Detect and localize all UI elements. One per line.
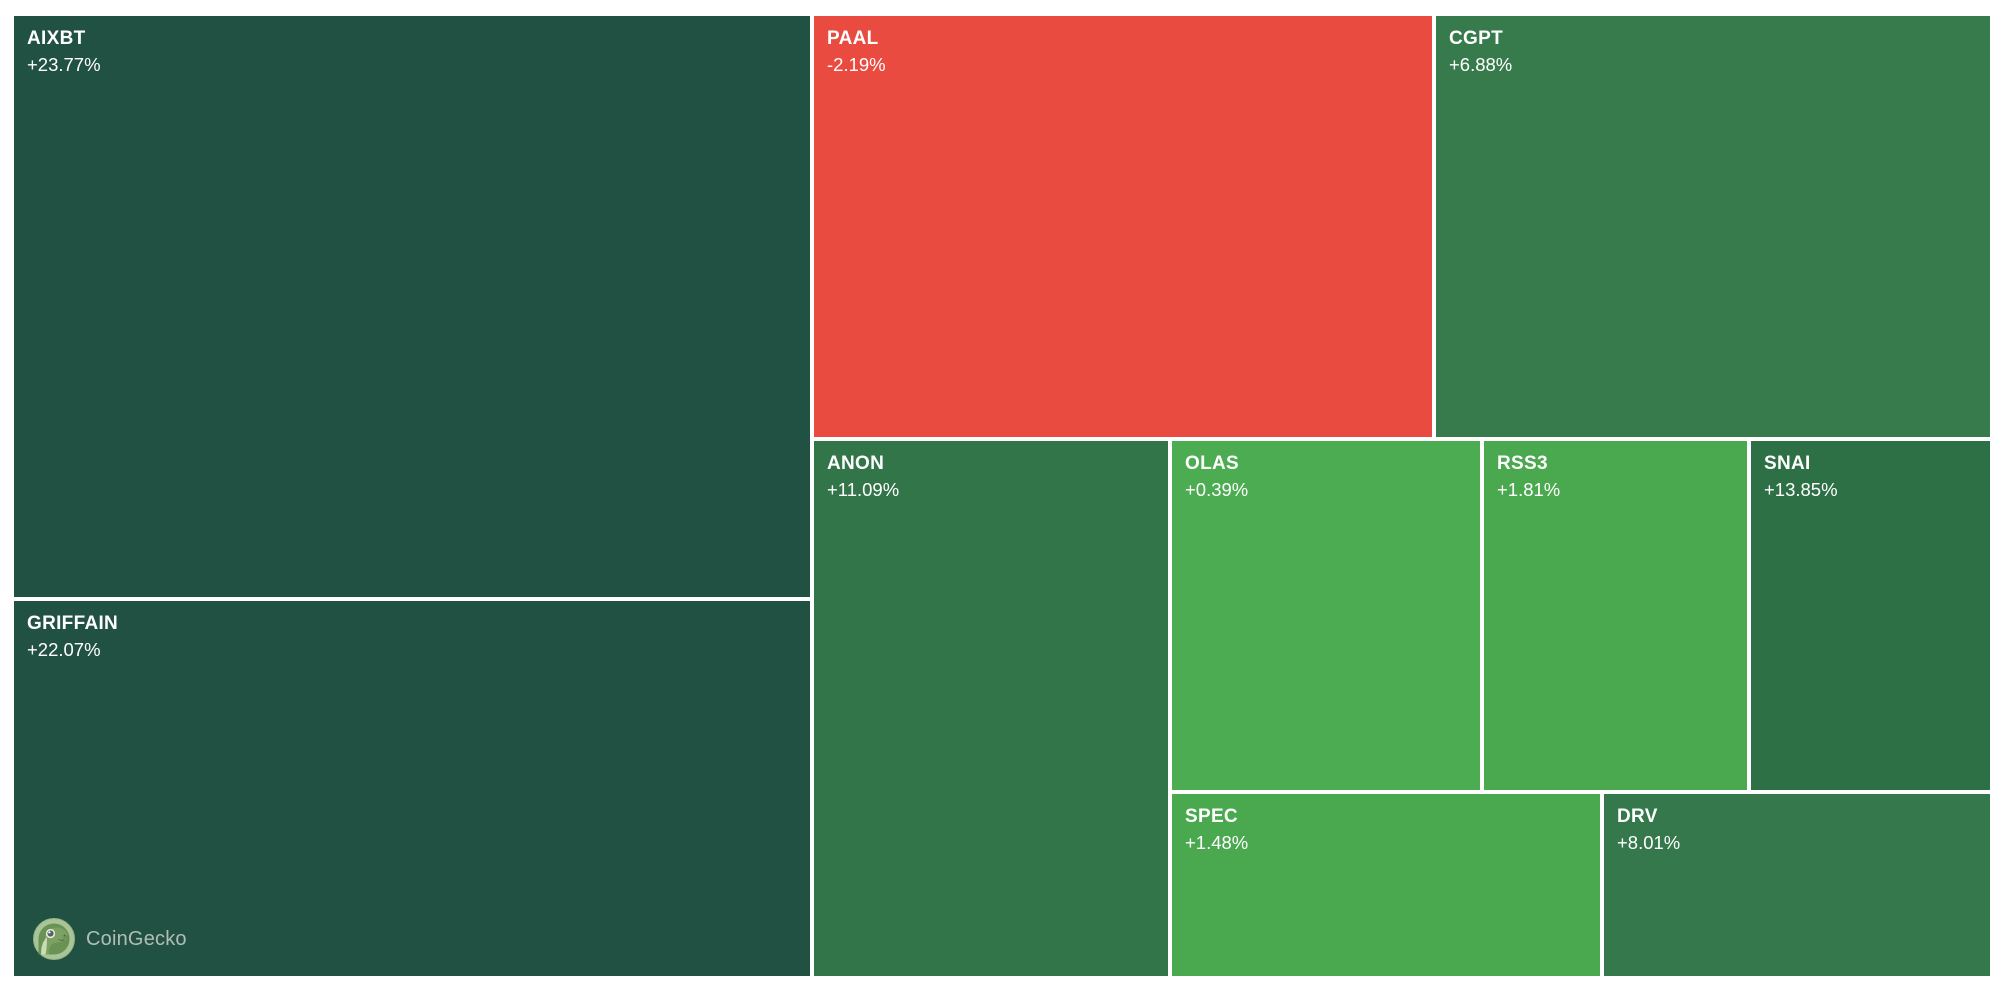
tile-change-percent: +6.88% <box>1449 54 1513 75</box>
tile-symbol: DRV <box>1617 806 1658 827</box>
tile-change-percent: +1.48% <box>1185 832 1249 853</box>
tile-symbol: AIXBT <box>27 28 86 49</box>
tile-symbol: SNAI <box>1764 453 1811 474</box>
tile-change-percent: +13.85% <box>1764 479 1838 500</box>
tile-change-percent: +0.39% <box>1185 479 1249 500</box>
treemap-tile-cgpt[interactable]: CGPT +6.88% <box>1436 16 1990 437</box>
tile-change-percent: +22.07% <box>27 639 101 660</box>
tile-change-percent: +11.09% <box>827 479 900 500</box>
tile-change-percent: +23.77% <box>27 54 101 75</box>
tile-symbol: CGPT <box>1449 28 1503 49</box>
tile-change-percent: +8.01% <box>1617 832 1681 853</box>
treemap-tile-rss3[interactable]: RSS3 +1.81% <box>1484 441 1747 790</box>
tile-symbol: SPEC <box>1185 806 1238 827</box>
treemap-tile-drv[interactable]: DRV +8.01% <box>1604 794 1990 976</box>
treemap-tile-anon[interactable]: ANON +11.09% <box>814 441 1168 976</box>
coingecko-attribution[interactable]: CoinGecko <box>33 917 187 961</box>
tile-change-percent: +1.81% <box>1497 479 1561 500</box>
treemap-tile-olas[interactable]: OLAS +0.39% <box>1172 441 1480 790</box>
tile-symbol: ANON <box>827 453 885 474</box>
coingecko-gecko-icon <box>33 918 75 960</box>
treemap-tile-paal[interactable]: PAAL -2.19% <box>814 16 1432 437</box>
treemap-tile-aixbt[interactable]: AIXBT +23.77% <box>14 16 810 597</box>
tile-symbol: OLAS <box>1185 453 1239 474</box>
treemap-tile-snai[interactable]: SNAI +13.85% <box>1751 441 1990 790</box>
treemap-tile-spec[interactable]: SPEC +1.48% <box>1172 794 1600 976</box>
tile-change-percent: -2.19% <box>827 54 886 75</box>
treemap-tile-griffain[interactable]: GRIFFAIN +22.07% <box>14 601 810 976</box>
coingecko-brand-label: CoinGecko <box>86 927 187 950</box>
tile-symbol: PAAL <box>827 28 879 49</box>
tile-symbol: GRIFFAIN <box>27 613 119 634</box>
tile-symbol: RSS3 <box>1497 453 1548 474</box>
